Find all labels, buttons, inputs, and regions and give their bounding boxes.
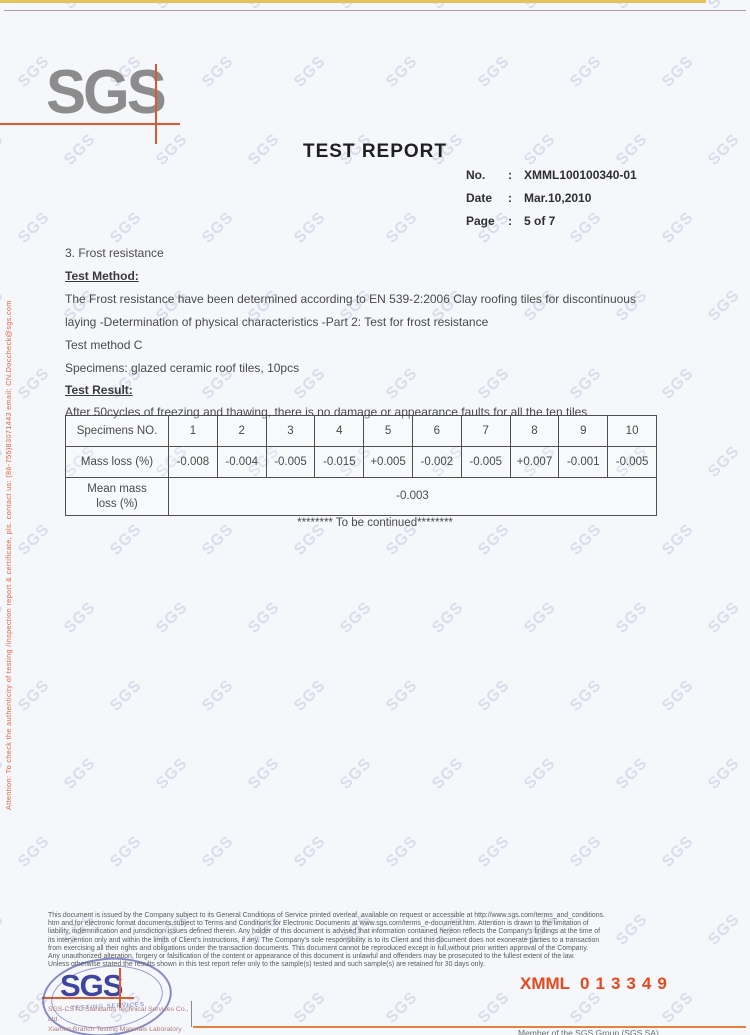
results-table: Specimens NO. 1 2 3 4 5 6 7 8 9 10 Mass loss (%) -0.… <box>65 415 657 516</box>
info-label: No. <box>466 168 486 182</box>
disclaimer-line: Unless otherwise stated the results show… <box>48 961 485 969</box>
member-text: Member of the SGS Group (SGS SA) <box>518 1028 659 1035</box>
mass-loss-cell: +0.005 <box>363 446 413 478</box>
mass-loss-cell: -0.001 <box>558 446 609 478</box>
serial-prefix: XMML <box>520 974 571 993</box>
mean-mass-loss-row: Mean mass loss (%) -0.003 <box>65 477 657 516</box>
info-colon: : <box>508 214 512 228</box>
section-title: 3. Frost resistance <box>65 246 164 260</box>
disclaimer-line: htm and,for electronic format documents,… <box>48 920 589 928</box>
info-value: XMML100100340-01 <box>524 168 637 182</box>
attention-sidebar-text: Attention: To check the authenticity of … <box>4 300 13 810</box>
table-header-label: Specimens NO. <box>65 415 169 447</box>
to-be-continued: ******** To be continued******** <box>297 517 453 529</box>
method-line-2: laying -Determination of physical charac… <box>65 315 489 329</box>
specimens-line: Specimens: glazed ceramic roof tiles, 10… <box>65 361 300 375</box>
report-info-row: No.: XMML100100340-01 <box>466 168 637 182</box>
mass-loss-cell: +0.007 <box>509 446 560 478</box>
info-value: 5 of 7 <box>524 214 556 228</box>
info-label: Page <box>466 214 495 228</box>
table-header-cell: 8 <box>509 415 560 447</box>
mass-loss-cell: -0.002 <box>411 446 462 478</box>
table-header-cell: 5 <box>363 415 413 447</box>
table-header-cell: 7 <box>460 415 511 447</box>
table-header-cell: 1 <box>168 415 218 447</box>
mass-loss-label: Mass loss (%) <box>65 446 169 478</box>
table-header-cell: 10 <box>607 415 657 447</box>
info-colon: : <box>508 168 512 182</box>
disclaimer-line: This document is issued by the Company s… <box>48 912 605 919</box>
mass-loss-cell: -0.005 <box>460 446 511 478</box>
info-label: Date <box>466 191 493 205</box>
info-value: Mar.10,2010 <box>524 191 592 205</box>
scan-edge-yellow-line <box>0 0 706 3</box>
sgs-logo-bottom: SGS <box>60 968 123 1003</box>
logo-crosshair-horizontal <box>0 123 180 125</box>
report-info-block: No.: XMML100100340-01 Date: Mar.10,2010 Page… <box>466 168 637 237</box>
disclaimer-line: its intervention only and within the lim… <box>48 936 600 944</box>
logo-bottom-crosshair-vertical <box>119 968 121 1008</box>
table-header-cell: 2 <box>216 415 267 447</box>
report-serial-number: XMML 013349 <box>520 974 673 994</box>
table-header-row: Specimens NO. 1 2 3 4 5 6 7 8 9 10 <box>65 415 657 447</box>
page-title: TEST REPORT <box>302 141 447 162</box>
mean-mass-loss-label: Mean mass loss (%) <box>65 477 169 516</box>
company-name-line1: SGS-CSTC Standards Technical Services Co… <box>48 1006 189 1023</box>
method-line-1: The Frost resistance have been determine… <box>65 292 636 306</box>
logo-bottom-crosshair-horizontal <box>42 997 134 999</box>
mean-mass-loss-value: -0.003 <box>168 477 657 516</box>
disclaimer-line: liability, indemnification and jurisdict… <box>48 928 600 936</box>
table-header-cell: 9 <box>558 415 609 447</box>
footer-disclaimer: This document is issued by the Company s… <box>48 912 748 969</box>
mass-loss-row: Mass loss (%) -0.008 -0.004 -0.005 -0.015 +0.… <box>65 446 657 478</box>
test-method-heading: Test Method: <box>65 269 139 283</box>
info-colon: : <box>508 191 512 205</box>
report-info-row: Date: Mar.10,2010 <box>466 191 637 205</box>
serial-digits: 013349 <box>580 974 673 993</box>
test-result-heading: Test Result: <box>65 383 133 397</box>
company-name-line2: Xiamen Branch Testing Materials Laborato… <box>48 1026 182 1033</box>
table-header-cell: 3 <box>265 415 316 447</box>
logo-crosshair-vertical <box>155 64 157 144</box>
mass-loss-cell: -0.005 <box>607 446 657 478</box>
mass-loss-cell: -0.015 <box>314 446 365 478</box>
disclaimer-line: Any unauthorized alteration, forgery or … <box>48 953 575 961</box>
disclaimer-line: from exercising all their rights and obl… <box>48 944 589 952</box>
mass-loss-cell: -0.008 <box>168 446 218 478</box>
address-divider <box>191 1001 192 1027</box>
mass-loss-cell: -0.005 <box>265 446 316 478</box>
table-header-cell: 6 <box>411 415 462 447</box>
company-name-block: SGS-CSTC Standards Technical Services Co… <box>48 1005 190 1035</box>
mass-loss-cell: -0.004 <box>216 446 267 478</box>
scan-edge-thin-line <box>4 10 746 11</box>
method-line-3: Test method C <box>65 338 143 352</box>
sgs-logo-top: SGS <box>46 56 167 127</box>
footer-orange-line <box>193 1026 746 1028</box>
report-info-row: Page:5 of 7 <box>466 214 637 228</box>
table-header-cell: 4 <box>314 415 365 447</box>
mean-mass-loss-label-text: Mean mass loss (%) <box>87 483 147 510</box>
